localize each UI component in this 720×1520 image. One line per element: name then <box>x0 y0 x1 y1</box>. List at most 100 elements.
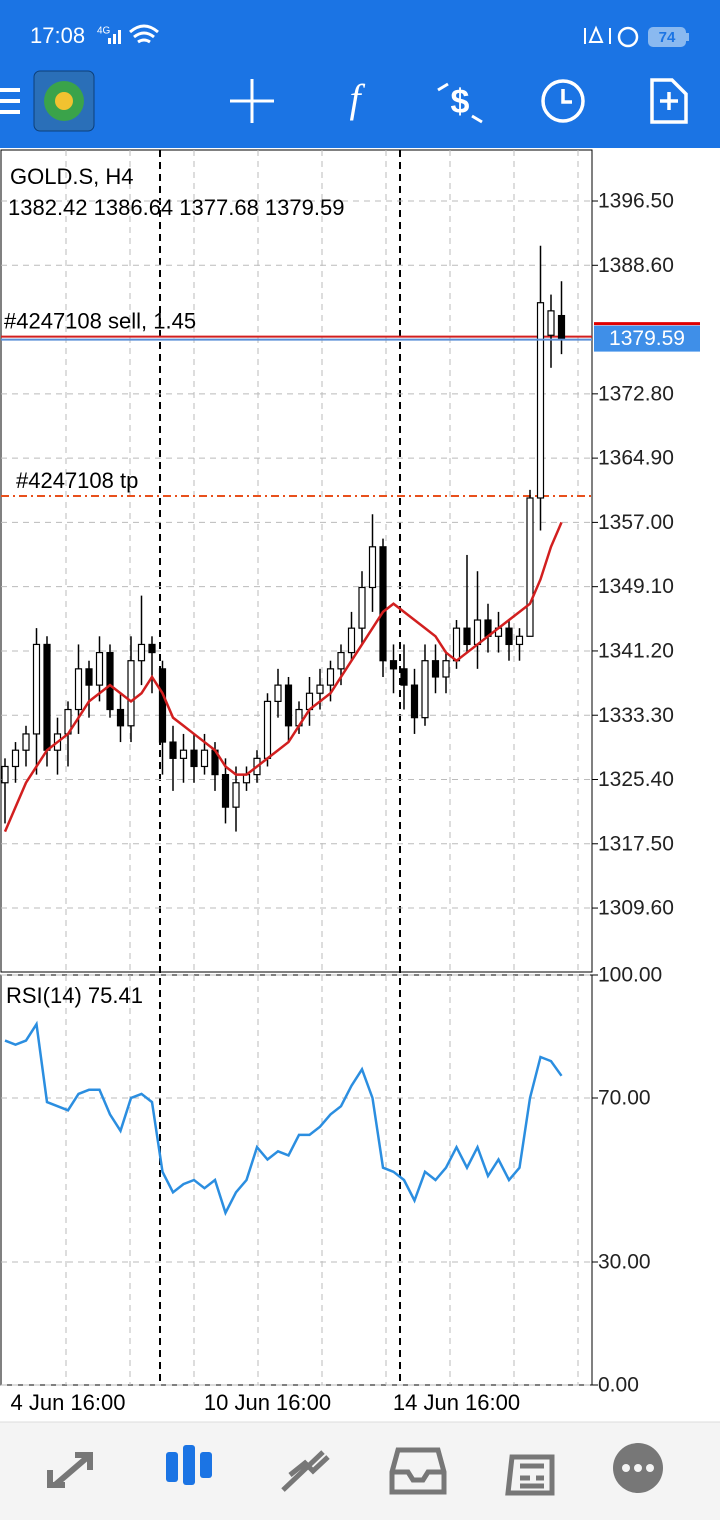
timeframe-button[interactable] <box>541 79 585 123</box>
candle-body <box>221 774 230 808</box>
candle-body <box>442 660 450 678</box>
y-tick-label: 1357.00 <box>598 511 674 534</box>
candle-body <box>347 627 356 654</box>
y-tick-label: 1372.80 <box>598 382 674 405</box>
candle-body <box>22 733 30 751</box>
battery <box>648 27 686 47</box>
candle-body <box>400 668 408 686</box>
candle-body <box>326 668 335 686</box>
candle-body <box>368 546 377 589</box>
candle-body <box>316 684 324 694</box>
candle-body <box>505 627 513 646</box>
messages-dots <box>622 1464 654 1472</box>
candle-body <box>74 668 83 711</box>
history-tab[interactable] <box>389 1447 447 1495</box>
candle-body <box>536 302 545 499</box>
clock-hands <box>561 89 572 104</box>
price-pane <box>0 149 593 973</box>
lock-icon <box>617 26 639 48</box>
candle-body <box>169 741 177 759</box>
top-bar <box>0 0 720 148</box>
y-tick-label: 1309.60 <box>598 897 674 920</box>
y-tick-label: 1396.50 <box>598 190 674 213</box>
y-tick-label: 70.00 <box>598 1087 651 1110</box>
chart-title: GOLD.S, H4 <box>10 164 133 189</box>
candle-body <box>452 627 461 662</box>
candle-body <box>557 314 566 340</box>
candle-body <box>274 684 282 702</box>
chart-tab[interactable] <box>166 1445 212 1485</box>
x-tick-label: 10 Jun 16:00 <box>204 1390 331 1415</box>
y-tick-label: 1349.10 <box>598 575 674 598</box>
candle-body <box>95 651 104 686</box>
candle-body <box>137 643 146 662</box>
trade-button[interactable]: $ <box>451 83 470 121</box>
crosshair-button[interactable] <box>230 79 274 123</box>
indicator-title: RSI(14) 75.41 <box>6 983 143 1008</box>
candle-body <box>148 643 156 654</box>
y-tick-label: 30.00 <box>598 1251 651 1274</box>
candle-body <box>158 668 167 743</box>
x-tick-label: 14 Jun 16:00 <box>393 1390 520 1415</box>
candle-body <box>263 700 272 759</box>
candle-body <box>43 643 51 751</box>
app-icon-badge <box>55 92 73 110</box>
bottom-nav <box>0 1422 720 1520</box>
y-tick-label: 1317.50 <box>598 832 674 855</box>
rsi-line <box>4 1020 563 1217</box>
clock: 17:08 <box>30 23 85 48</box>
candle-body <box>337 651 345 670</box>
rsi-pane <box>0 974 593 1386</box>
candle-body <box>358 586 366 629</box>
y-tick-label: 1388.60 <box>598 254 674 277</box>
candle-body <box>179 749 188 759</box>
candle-body <box>410 684 419 719</box>
candle-body <box>379 546 387 662</box>
candle-body <box>32 643 41 735</box>
candle-body <box>127 660 135 727</box>
y-tick-label: 1325.40 <box>598 768 674 791</box>
x-tick-label: 4 Jun 16:00 <box>11 1390 126 1415</box>
news-tab[interactable] <box>505 1454 555 1496</box>
trade-arrows <box>437 82 483 124</box>
price-tag <box>594 325 700 352</box>
signal <box>108 30 121 44</box>
wifi <box>129 24 159 44</box>
y-tick-label: 100.00 <box>598 964 662 987</box>
vibrate-icon <box>584 25 611 44</box>
candle-body <box>421 660 429 719</box>
candle-body <box>547 310 555 336</box>
candle-body <box>85 668 93 686</box>
y-tick-label: 1333.30 <box>598 704 674 727</box>
battery-level: 74 <box>659 29 676 46</box>
candle-body <box>1 765 9 784</box>
order-label: #4247108 sell, 1.45 <box>4 308 196 333</box>
candle-body <box>463 627 471 646</box>
y-tick-label: 1364.90 <box>598 447 674 470</box>
trade-tab[interactable] <box>281 1450 330 1492</box>
y-tick-label: 1341.20 <box>598 639 674 662</box>
period-separator <box>159 150 401 1385</box>
moving-average <box>3 521 563 833</box>
candle-body <box>473 619 482 646</box>
new-order-button[interactable] <box>650 78 688 124</box>
candle-body <box>389 660 398 670</box>
candle-body <box>515 635 524 646</box>
candle-body <box>284 684 293 727</box>
candle-body <box>431 660 440 678</box>
candle-body <box>116 708 125 727</box>
quotes-tab[interactable] <box>47 1452 93 1488</box>
candle-body <box>232 782 240 808</box>
order-label: #4247108 tp <box>16 468 138 493</box>
vertical-grid <box>65 150 579 1385</box>
price-tag-label: 1379.59 <box>609 327 685 350</box>
candle-body <box>190 749 198 768</box>
battery-tip <box>686 33 689 41</box>
candle-body <box>526 497 534 637</box>
menu-button[interactable] <box>0 88 20 114</box>
candle-body <box>106 651 114 711</box>
candle-body <box>200 749 209 768</box>
y-tick-label: 0.00 <box>598 1374 639 1397</box>
ohlc-values: 1382.42 1386.64 1377.68 1379.59 <box>8 195 344 220</box>
